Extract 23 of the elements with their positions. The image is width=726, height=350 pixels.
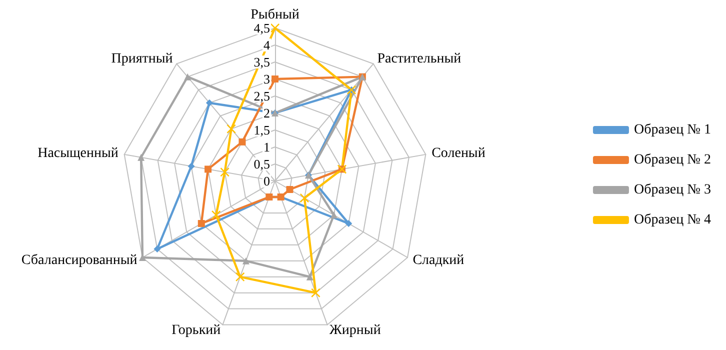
legend-label: Образец № 4 — [634, 212, 712, 228]
y-tick-label: 4 — [264, 38, 270, 52]
spoke-label: Приятный — [111, 52, 174, 67]
spoke-label: Насыщенный — [38, 146, 119, 161]
spoke-label: Жирный — [329, 322, 382, 338]
spoke-label: Сладкий — [412, 253, 465, 268]
legend-label: Образец № 1 — [634, 122, 712, 138]
y-tick-label: 3 — [264, 72, 270, 86]
y-tick-label: 1,5 — [254, 122, 270, 138]
y-tick-label: 3,5 — [254, 54, 270, 70]
spoke-label: Сбалансированный — [21, 253, 138, 268]
spoke-label: Горький — [172, 322, 222, 338]
y-tick-label: 2,5 — [254, 88, 270, 104]
legend-label: Образец № 3 — [634, 182, 712, 198]
y-tick-label: 2 — [264, 106, 270, 120]
y-tick-label: 0,5 — [254, 156, 270, 172]
y-tick-label: 0 — [264, 174, 270, 188]
y-tick-label: 4,5 — [254, 20, 270, 36]
legend-label: Образец № 2 — [634, 152, 712, 168]
spoke-label: Соленый — [432, 146, 486, 161]
spoke-label: Растительный — [377, 52, 462, 67]
spoke-label: Рыбный — [250, 8, 300, 22]
y-tick-label: 1 — [264, 140, 270, 154]
